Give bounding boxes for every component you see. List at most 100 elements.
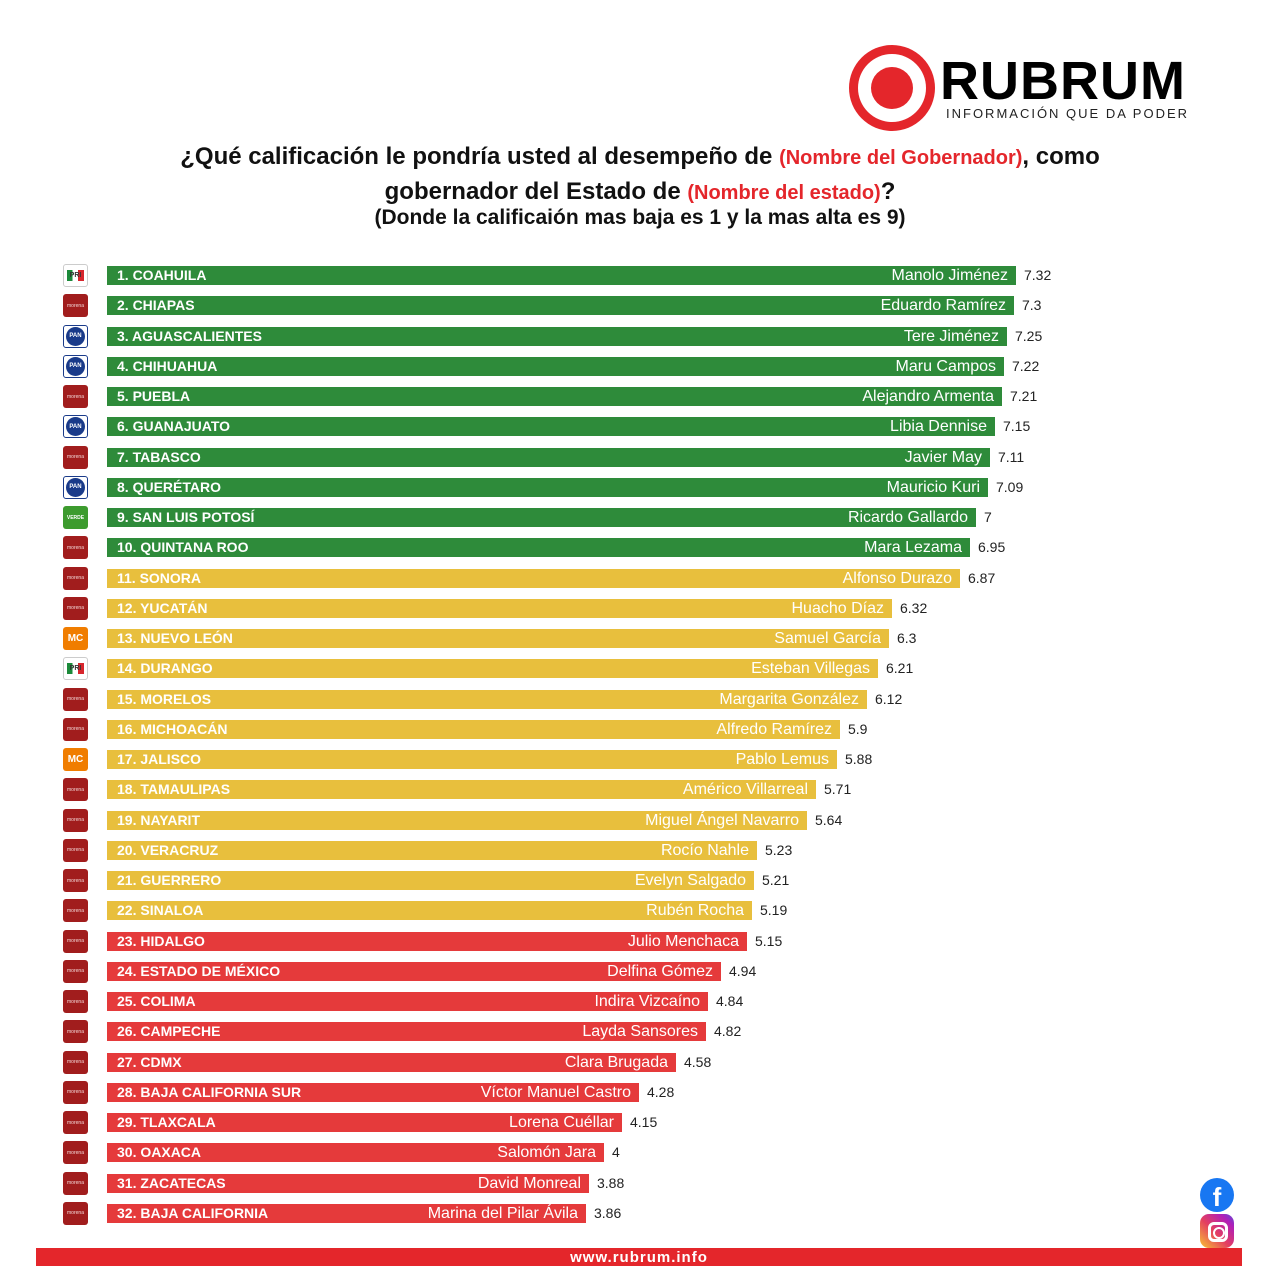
morena-party-icon: morena xyxy=(63,838,88,862)
governor-label: Miguel Ángel Navarro xyxy=(645,811,799,829)
state-label: 8. QUERÉTARO xyxy=(117,478,221,495)
question-line2-b: ? xyxy=(880,178,896,205)
morena-party-icon: morena xyxy=(63,899,88,923)
governor-label: Maru Campos xyxy=(895,357,996,375)
chart-bar xyxy=(107,417,995,437)
chart-row: morena 7. TABASCO Javier May 7.11 xyxy=(0,445,1280,469)
state-label: 6. GUANAJUATO xyxy=(117,418,231,435)
value-label: 7.21 xyxy=(1010,388,1038,404)
value-label: 4.94 xyxy=(729,962,757,979)
chart-bar xyxy=(107,296,1014,316)
morena-party-icon: morena xyxy=(63,385,88,408)
value-label: 4.84 xyxy=(716,993,744,1009)
value-label: 6.21 xyxy=(886,660,914,677)
value-label: 7.09 xyxy=(996,478,1024,495)
state-label: 2. CHIAPAS xyxy=(117,297,195,314)
chart-row: morena 28. BAJA CALIFORNIA SUR Víctor Manu… xyxy=(0,1080,1280,1104)
mc-party-icon: MC xyxy=(63,748,88,771)
state-label: 16. MICHOACÁN xyxy=(117,720,228,737)
chart-bar xyxy=(107,659,878,679)
state-label: 15. MORELOS xyxy=(117,690,212,707)
value-label: 4.28 xyxy=(647,1083,675,1100)
chart-row: morena 10. QUINTANA ROO Mara Lezama 6.95 xyxy=(0,536,1280,560)
chart-row: morena 15. MORELOS Margarita González 6.12 xyxy=(0,687,1280,711)
governor-label: Víctor Manuel Castro xyxy=(480,1083,631,1101)
morena-party-icon: morena xyxy=(63,596,88,620)
chart-row: morena 24. ESTADO DE MÉXICO Delfina Gómez 4… xyxy=(0,959,1280,983)
brand-tagline: INFORMACIÓN QUE DA PODER xyxy=(946,106,1190,121)
state-label: 17. JALISCO xyxy=(117,751,202,767)
state-label: 32. BAJA CALIFORNIA xyxy=(117,1204,269,1221)
chart-row: MC 13. NUEVO LEÓN Samuel García 6.3 xyxy=(0,627,1280,650)
chart-bar xyxy=(107,719,840,739)
value-label: 5.21 xyxy=(762,872,790,888)
morena-party-icon: morena xyxy=(63,869,88,892)
instagram-icon[interactable] xyxy=(1200,1214,1234,1248)
chart-bar xyxy=(107,629,889,648)
morena-party-icon: morena xyxy=(63,1020,88,1044)
chart-row: PAN 3. AGUASCALIENTES Tere Jiménez 7.25 xyxy=(0,324,1280,348)
governor-label: Lorena Cuéllar xyxy=(509,1114,614,1131)
value-label: 6.32 xyxy=(900,599,928,616)
governor-label: Alejandro Armenta xyxy=(862,388,994,405)
chart-row: PAN 8. QUERÉTARO Mauricio Kuri 7.09 xyxy=(0,475,1280,499)
governor-label: Margarita González xyxy=(719,690,859,708)
governor-label: Alfonso Durazo xyxy=(842,569,952,587)
governor-label: Huacho Díaz xyxy=(791,599,885,617)
value-label: 7.3 xyxy=(1022,297,1042,314)
verde-party-icon: VERDE xyxy=(63,506,88,529)
question-line2-a: gobernador del Estado de xyxy=(384,178,688,205)
governor-label: Mauricio Kuri xyxy=(886,478,980,496)
governor-label: Rubén Rocha xyxy=(646,902,744,920)
chart-bar xyxy=(107,961,721,981)
morena-party-icon: morena xyxy=(63,1080,88,1104)
value-label: 4 xyxy=(612,1144,620,1161)
value-label: 5.88 xyxy=(845,751,873,767)
chart-bar xyxy=(107,477,988,497)
state-label: 18. TAMAULIPAS xyxy=(117,781,231,798)
value-label: 7.25 xyxy=(1015,327,1043,344)
chart-bar xyxy=(107,992,708,1011)
state-label: 31. ZACATECAS xyxy=(117,1174,226,1191)
value-label: 5.64 xyxy=(815,811,843,828)
value-label: 3.86 xyxy=(594,1204,622,1221)
governor-label: Salomón Jara xyxy=(497,1144,596,1162)
value-label: 4.15 xyxy=(630,1114,658,1130)
chart-bar xyxy=(107,810,807,830)
chart-bar xyxy=(107,387,1002,406)
chart-row: morena 2. CHIAPAS Eduardo Ramírez 7.3 xyxy=(0,294,1280,318)
value-label: 5.15 xyxy=(755,932,783,949)
question-scale-note: (Donde la calificaión mas baja es 1 y la… xyxy=(374,206,906,229)
rubrum-logo-mark xyxy=(849,45,935,131)
chart-row: morena 30. OAXACA Salomón Jara 4 xyxy=(0,1141,1280,1165)
chart-bar xyxy=(107,508,976,527)
chart-row: morena 19. NAYARIT Miguel Ángel Navarro 5.6… xyxy=(0,808,1280,832)
morena-party-icon: morena xyxy=(63,1201,88,1225)
value-label: 5.71 xyxy=(824,781,852,798)
question-line1-b: , como xyxy=(1022,143,1100,170)
state-label: 20. VERACRUZ xyxy=(117,841,219,858)
governor-label: David Monreal xyxy=(477,1174,581,1192)
chart-bar xyxy=(107,538,970,558)
morena-party-icon: morena xyxy=(63,990,88,1013)
chart-row: morena 20. VERACRUZ Rocío Nahle 5.23 xyxy=(0,838,1280,862)
footer-url[interactable]: www.rubrum.info xyxy=(570,1249,708,1266)
state-label: 22. SINALOA xyxy=(117,902,204,919)
chart-bar xyxy=(107,326,1007,346)
chart-bar xyxy=(107,1022,706,1042)
pan-party-icon: PAN xyxy=(63,415,88,439)
facebook-icon[interactable]: f xyxy=(1200,1178,1234,1212)
governor-label: Libia Dennise xyxy=(890,418,987,436)
governor-label: Tere Jiménez xyxy=(903,327,999,345)
chart-row: morena 27. CDMX Clara Brugada 4.58 xyxy=(0,1050,1280,1074)
state-label: 12. YUCATÁN xyxy=(117,599,208,616)
chart-bar xyxy=(107,1082,639,1102)
chart-bar xyxy=(107,901,752,921)
governor-label: Américo Villarreal xyxy=(682,781,808,799)
chart-row: morena 26. CAMPECHE Layda Sansores 4.82 xyxy=(0,1020,1280,1044)
morena-party-icon: morena xyxy=(63,294,88,318)
state-label: 25. COLIMA xyxy=(117,993,196,1009)
morena-party-icon: morena xyxy=(63,1050,88,1074)
chart-bar xyxy=(107,568,960,588)
